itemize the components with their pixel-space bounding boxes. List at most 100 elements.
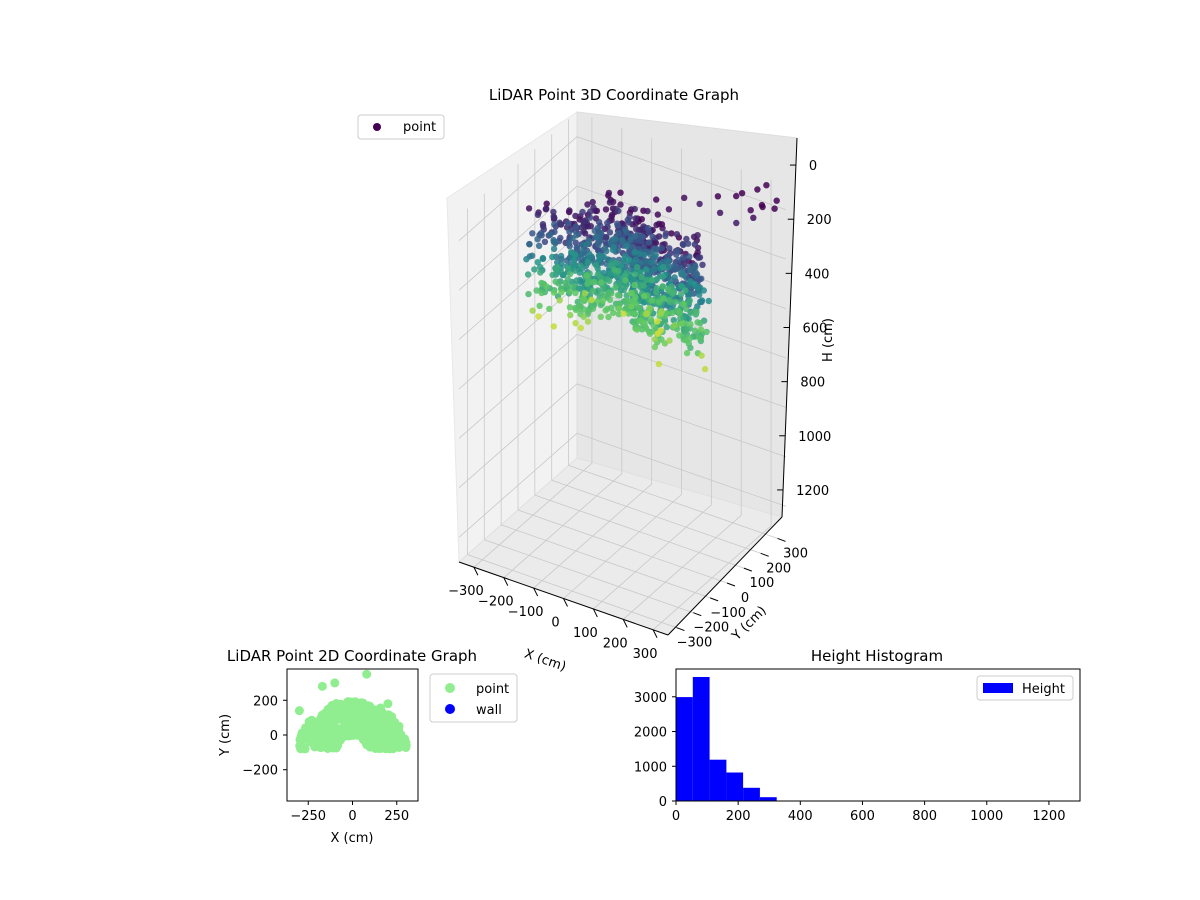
point-3d: [631, 233, 639, 240]
point-3d: [661, 340, 669, 347]
point-3d: [622, 283, 629, 290]
point-3d: [699, 261, 706, 268]
point-3d: [622, 226, 629, 234]
point-2d: [362, 669, 372, 679]
point-3d: [597, 279, 605, 286]
points-3d: [523, 182, 780, 373]
point-3d: [576, 302, 583, 309]
point-3d: [646, 239, 653, 246]
point-3d: [696, 200, 703, 208]
point-3d: [653, 275, 661, 283]
point-3d: [554, 263, 561, 271]
point-3d: [566, 270, 574, 278]
point-3d: [550, 208, 557, 216]
point-3d: [644, 224, 652, 232]
point-3d: [661, 318, 669, 325]
point-3d: [614, 247, 622, 254]
point-3d: [696, 291, 703, 298]
point-3d: [549, 253, 556, 261]
x-tick-label-histogram: 600: [850, 809, 875, 824]
point-3d: [670, 317, 677, 324]
point-3d: [572, 223, 579, 230]
point-3d: [696, 335, 704, 342]
point-3d: [580, 313, 587, 320]
point-3d: [665, 206, 673, 213]
y-tick-label-histogram: 2000: [634, 726, 667, 741]
point-3d: [605, 277, 613, 285]
y-tick-3d: [693, 612, 702, 617]
point-3d: [595, 218, 603, 226]
x-tick-label-histogram: 200: [726, 809, 751, 824]
legend-3d-label: point: [403, 120, 436, 135]
point-3d: [694, 249, 701, 256]
point-3d: [643, 276, 650, 284]
point-3d: [584, 201, 591, 208]
point-3d: [690, 280, 698, 287]
point-3d: [599, 297, 607, 304]
chart-2d-title: LiDAR Point 2D Coordinate Graph: [227, 647, 477, 665]
point-3d: [556, 219, 563, 226]
point-2d: [307, 722, 317, 732]
chart-2d: LiDAR Point 2D Coordinate Graph −250 0 250…: [218, 647, 518, 846]
point-3d: [705, 297, 712, 305]
point-3d: [624, 216, 631, 224]
point-3d: [591, 278, 598, 286]
point-3d: [595, 256, 603, 264]
point-3d: [606, 296, 614, 303]
y-tick-label-3d: −100: [710, 606, 746, 621]
y-tick-label-2d: −200: [242, 764, 278, 779]
point-2d: [330, 678, 340, 688]
point-3d: [594, 225, 601, 232]
point-3d: [773, 197, 780, 204]
x-tick-3d: [592, 608, 598, 618]
point-3d: [648, 276, 655, 284]
point-3d: [633, 225, 640, 233]
point-2d: [364, 740, 374, 750]
point-3d: [696, 254, 704, 261]
point-3d: [662, 232, 669, 240]
point-3d: [583, 241, 591, 248]
point-3d: [566, 207, 573, 214]
point-3d: [628, 289, 635, 297]
grid-line: [517, 509, 728, 584]
grid-line: [458, 383, 787, 489]
point-2d: [312, 732, 322, 742]
point-3d: [686, 253, 693, 260]
point-3d: [572, 212, 579, 220]
point-3d: [597, 313, 604, 320]
x-tick-label-histogram: 1000: [970, 809, 1003, 824]
y-tick-label-3d: 0: [741, 591, 749, 606]
x-tick-label-3d: −200: [478, 595, 514, 610]
y-tick-3d: [743, 567, 753, 572]
point-3d: [580, 218, 588, 225]
point-3d: [686, 266, 694, 274]
point-2d: [364, 701, 374, 711]
point-3d: [674, 247, 682, 254]
point-3d: [631, 205, 638, 213]
point-2d: [366, 709, 376, 719]
point-3d: [763, 182, 770, 189]
legend-2d-marker-wall: [445, 704, 455, 714]
point-3d: [627, 236, 634, 244]
point-3d: [638, 216, 645, 223]
point-3d: [566, 304, 574, 311]
point-3d: [558, 289, 565, 296]
point-3d: [652, 245, 660, 253]
point-3d: [607, 270, 614, 277]
point-3d: [700, 287, 707, 294]
point-3d: [619, 236, 626, 244]
point-3d: [610, 244, 617, 251]
point-3d: [558, 260, 565, 267]
point-3d: [543, 200, 550, 207]
point-2d: [358, 728, 368, 738]
point-3d: [659, 283, 666, 290]
point-3d: [613, 259, 620, 267]
ticks-histogram: 0 200 400 600 800 1000 1200 0 1000 2000 3000: [634, 691, 1066, 824]
point-3d: [672, 321, 679, 329]
grid-line: [534, 494, 744, 569]
x-axis-label-2d: X (cm): [331, 831, 374, 846]
point-2d: [367, 720, 377, 730]
point-3d: [671, 262, 678, 269]
point-3d: [664, 286, 672, 293]
point-3d: [691, 327, 699, 334]
